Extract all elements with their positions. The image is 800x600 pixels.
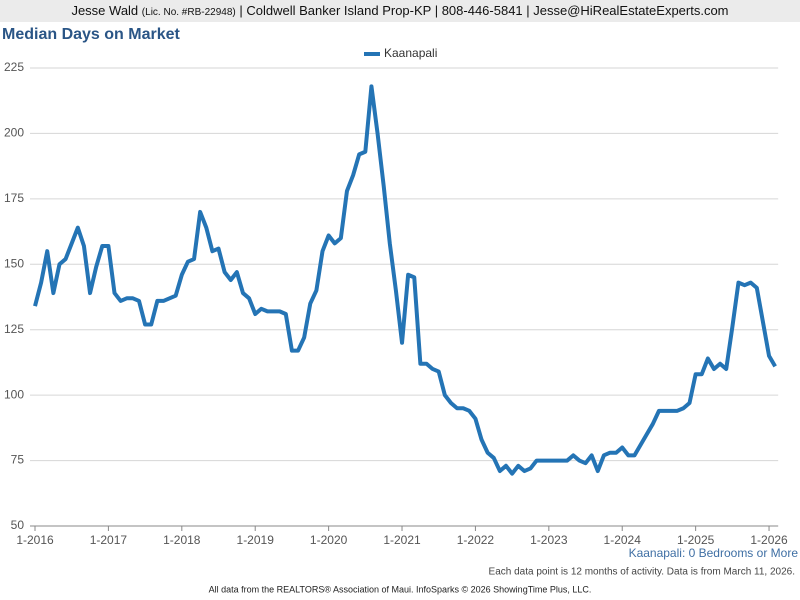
subtitle: Kaanapali: 0 Bedrooms or More bbox=[629, 546, 799, 560]
data-line bbox=[33, 84, 777, 476]
x-tick-label: 1-2019 bbox=[237, 533, 275, 547]
x-tick-label: 1-2025 bbox=[677, 533, 715, 547]
y-tick-label: 225 bbox=[4, 60, 24, 74]
agent-info: | Coldwell Banker Island Prop-KP | 808-4… bbox=[239, 3, 729, 18]
y-tick-label: 150 bbox=[4, 256, 24, 270]
y-tick-label: 125 bbox=[4, 322, 24, 336]
y-tick-label: 200 bbox=[4, 126, 24, 140]
chart-title: Median Days on Market bbox=[2, 26, 181, 43]
y-tick-label: 175 bbox=[4, 191, 24, 205]
license: (Lic. No. #RB-22948) bbox=[141, 7, 236, 18]
agent-name: Jesse Wald bbox=[71, 3, 139, 18]
y-tick-label: 100 bbox=[4, 387, 24, 401]
y-tick-label: 50 bbox=[11, 518, 25, 532]
header: Jesse Wald (Lic. No. #RB-22948) | Coldwe… bbox=[0, 0, 800, 22]
y-tick-label: 75 bbox=[11, 453, 25, 467]
footer: All data from the REALTORS® Association … bbox=[209, 584, 592, 594]
x-tick-label: 1-2021 bbox=[383, 533, 421, 547]
x-tick-label: 1-2023 bbox=[530, 533, 568, 547]
note: Each data point is 12 months of activity… bbox=[489, 567, 795, 578]
x-tick-label: 1-2022 bbox=[457, 533, 495, 547]
x-tick-label: 1-2016 bbox=[16, 533, 54, 547]
x-tick-label: 1-2024 bbox=[604, 533, 642, 547]
x-tick-label: 1-2026 bbox=[750, 533, 788, 547]
x-tick-label: 1-2018 bbox=[163, 533, 201, 547]
x-tick-label: 1-2017 bbox=[90, 533, 128, 547]
legend-label: Kaanapali bbox=[384, 46, 437, 60]
x-tick-label: 1-2020 bbox=[310, 533, 348, 547]
